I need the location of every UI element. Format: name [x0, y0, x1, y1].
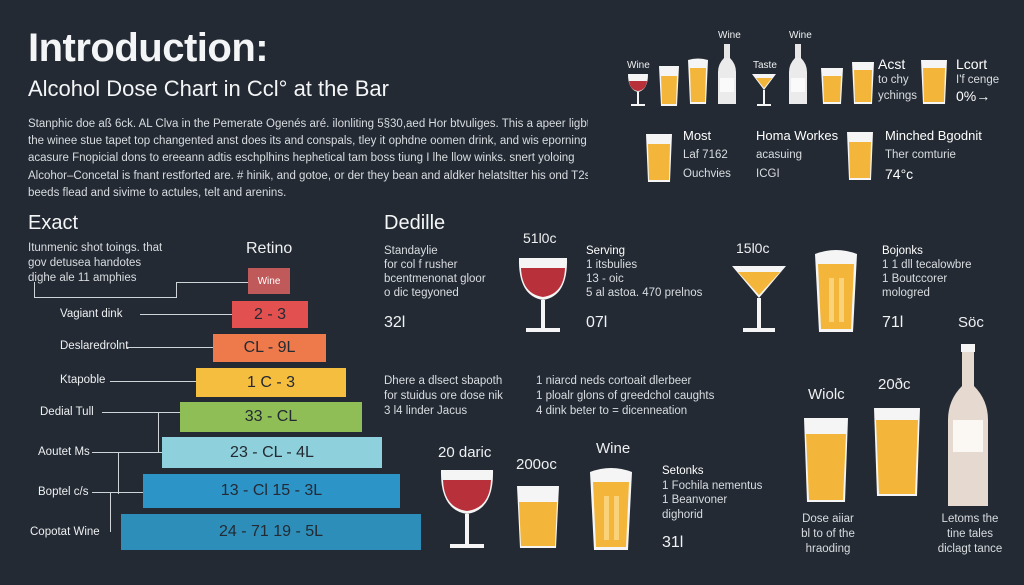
serving-value: 07l: [586, 314, 608, 331]
level-bar: 1 C - 3: [196, 368, 346, 397]
beer-glass-icon: [820, 66, 844, 106]
pint-glass-icon: [588, 466, 634, 552]
level-label: Deslaredrolnt: [60, 340, 129, 352]
wine-glass-icon: [438, 468, 496, 550]
wine-glass-icon: [626, 72, 650, 108]
level-bar: Wine: [248, 268, 290, 294]
level-bar: 2 - 3: [232, 301, 308, 328]
beer-glass-icon: [920, 58, 948, 106]
setonks-text: Setonks 1 Fochila nementus 1 Beanvoner d…: [662, 465, 763, 521]
exact-description: Itunmenic shot toings. that gov detusea …: [28, 242, 163, 284]
minched-info: Minched Bgodnit Ther comturie 74°c: [885, 128, 982, 182]
acst-info: Acst to chy ychings: [878, 56, 917, 102]
dedille-left-text: Standaylie for col f rusher bcentmenonat…: [384, 245, 486, 299]
dedille-heading: Dedille: [384, 212, 446, 234]
level-bar: CL - 9L: [213, 334, 326, 362]
bottle-icon: [716, 44, 738, 106]
beer-glass-icon: [516, 484, 560, 550]
wine-label: Wine: [718, 30, 741, 41]
soc-label: Söc: [958, 314, 984, 331]
bottle-icon: [944, 344, 992, 508]
mid-right-text: 1 niarcd neds cortoait dlerbeer 1 ploalr…: [536, 375, 715, 417]
wine-label: Wine: [627, 60, 650, 71]
dedille-left-value: 32l: [384, 314, 406, 331]
exact-heading: Exact: [28, 212, 79, 234]
glass-volume-label: Wine: [596, 440, 631, 457]
intro-line: acasure Fnopicial dons to ereeann adtis …: [28, 152, 575, 165]
homa-info: Homa Workes acasuing ICGI: [756, 128, 839, 180]
taste-label: Taste: [753, 60, 777, 71]
level-label: Aoutet Ms: [38, 446, 90, 458]
level-bar: 13 - Cl 15 - 3L: [143, 474, 400, 508]
cocktail-glass-icon: [730, 264, 788, 334]
beer-glass-icon: [803, 416, 849, 504]
dose-text: Dose aiiar bl to of the hraoding: [801, 513, 855, 555]
lcort-info: Lcort I'f cenge 0%→: [956, 56, 1000, 104]
bottle-icon: [787, 44, 809, 106]
level-label: Vagiant dink: [60, 308, 123, 320]
page-title: Introduction:: [28, 26, 269, 70]
intro-line: beeds flead and sivime to actules, telt …: [28, 186, 287, 199]
page-subtitle: Alcohol Dose Chart in Ccl° at the Bar: [28, 76, 389, 101]
level-bar: 33 - CL: [180, 402, 362, 432]
pint-glass-icon: [645, 132, 673, 184]
glass-volume-label: 20ðc: [878, 376, 911, 393]
pint-glass-icon: [813, 248, 859, 334]
level-label: Dedial Tull: [40, 406, 94, 418]
wiolc-label: Wiolc: [808, 386, 845, 403]
level-label: Ktapoble: [60, 374, 106, 386]
letoms-text: Letoms the tine tales diclagt tance: [937, 513, 1003, 555]
retino-label: Retino: [246, 240, 293, 257]
setonks-value: 31l: [662, 534, 684, 551]
level-label: Boptel c/s: [38, 486, 89, 498]
wine-label: Wine: [789, 30, 812, 41]
wine-glass-icon: [516, 256, 570, 334]
intro-line: the winee stue tapet top changented anst…: [28, 135, 587, 148]
glass-volume-label: 20 daric: [438, 444, 492, 461]
beer-glass-icon: [658, 64, 680, 108]
level-bar: 24 - 71 19 - 5L: [121, 514, 421, 550]
glass-volume-label: 15l0c: [736, 240, 770, 256]
most-info: Most Laf 7162 Ouchvies: [683, 128, 731, 180]
intro-paragraph: Stanphic doe aß 6ck. AL Clva in the Peme…: [28, 116, 588, 202]
serving-text: Serving 1 itsbulies 13 - oic 5 al astoa.…: [586, 245, 703, 299]
intro-line: Stanphic doe aß 6ck. AL Clva in the Peme…: [28, 118, 588, 130]
beer-glass-icon: [851, 60, 875, 106]
glass-volume-label: 51l0c: [523, 230, 557, 246]
mid-left-text: Dhere a dlsect sbapoth for stuidus ore d…: [384, 375, 503, 417]
cocktail-glass-icon: [751, 72, 777, 108]
level-bar: 23 - CL - 4L: [162, 437, 382, 468]
beer-glass-icon: [846, 130, 874, 182]
pint-glass-icon: [686, 58, 710, 106]
intro-line: Alcohor–Concetal is fnant restforted are…: [28, 169, 588, 182]
pint-glass-icon: [873, 406, 921, 498]
bojonks-value: 71l: [882, 314, 904, 331]
bojonks-text: Bojonks 1 1 dll tecalowbre 1 Boutccorer …: [882, 245, 972, 299]
level-label: Copotat Wine: [30, 526, 100, 538]
glass-volume-label: 200oc: [516, 456, 557, 473]
